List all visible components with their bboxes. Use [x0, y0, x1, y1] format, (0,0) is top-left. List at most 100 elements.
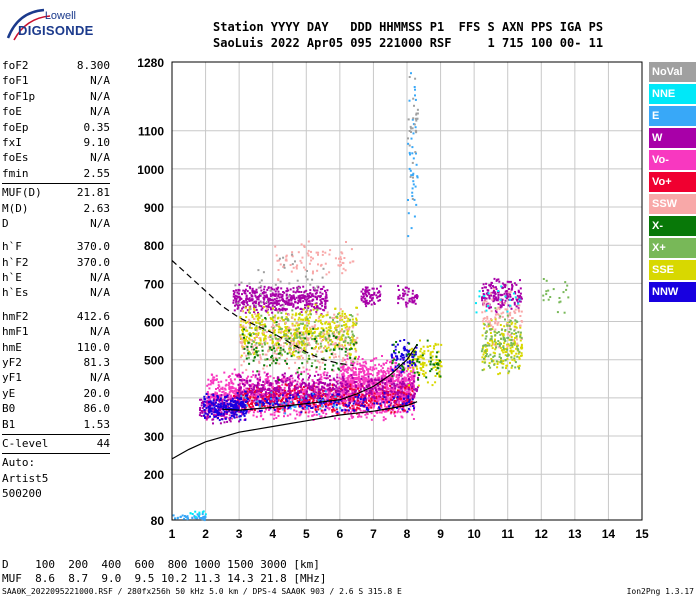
echo-point [343, 399, 346, 402]
echo-point [488, 362, 491, 365]
echo-point [311, 414, 314, 417]
echo-point [249, 320, 252, 323]
echo-point [333, 409, 336, 412]
echo-point [253, 396, 256, 399]
echo-point [387, 370, 390, 373]
echo-point [348, 417, 351, 420]
echo-point [333, 397, 336, 400]
echo-point [325, 327, 328, 330]
echo-point [274, 290, 277, 293]
echo-point [283, 392, 286, 395]
echo-point [364, 286, 367, 289]
echo-point [513, 343, 516, 346]
echo-point [289, 328, 292, 331]
echo-point [321, 361, 324, 364]
echo-point [241, 391, 244, 393]
echo-point [250, 299, 253, 302]
echo-point [254, 374, 257, 377]
echo-point [253, 292, 256, 295]
echo-point [372, 406, 375, 409]
echo-point [212, 381, 215, 384]
echo-point [241, 330, 244, 333]
echo-point [246, 402, 249, 405]
echo-point [390, 380, 392, 383]
echo-point [494, 338, 496, 341]
echo-point [375, 379, 378, 382]
echo-point [340, 382, 343, 385]
echo-point [354, 390, 357, 393]
echo-point [248, 405, 251, 408]
echo-point [284, 407, 286, 410]
echo-point [327, 346, 330, 349]
echo-point [329, 379, 331, 382]
echo-point [242, 302, 245, 305]
echo-point [412, 368, 415, 371]
echo-point [278, 308, 281, 311]
echo-point [306, 388, 309, 390]
echo-point [398, 370, 401, 373]
echo-point [382, 419, 385, 422]
echo-point [349, 261, 352, 264]
echo-point [302, 300, 305, 303]
echo-point [360, 371, 363, 373]
echo-point [380, 377, 383, 380]
echo-point [237, 398, 240, 401]
echo-point [265, 380, 267, 383]
echo-point [348, 314, 351, 316]
echo-point [360, 377, 363, 380]
echo-point [345, 370, 348, 373]
echo-point [277, 341, 279, 344]
echo-point [413, 394, 415, 397]
echo-point [320, 388, 323, 391]
echo-point [509, 280, 512, 283]
echo-point [320, 340, 323, 343]
echo-point [411, 289, 414, 292]
echo-point [293, 335, 296, 338]
echo-point [290, 374, 293, 377]
echo-point [413, 395, 415, 398]
echo-point [507, 288, 510, 290]
echo-point [501, 282, 504, 285]
echo-point [317, 317, 320, 320]
echo-point [303, 390, 306, 393]
echo-point [374, 388, 377, 391]
echo-point [373, 357, 376, 360]
echo-point [434, 342, 437, 345]
y-tick-label: 900 [144, 201, 164, 215]
echo-point [305, 332, 308, 335]
echo-point [493, 292, 496, 295]
echo-point [275, 307, 278, 310]
echo-point [219, 409, 221, 412]
echo-point [239, 393, 242, 396]
echo-point [284, 380, 287, 383]
echo-point [343, 375, 346, 378]
param-name: yF1 [2, 371, 22, 385]
echo-point [234, 387, 237, 390]
echo-point [362, 364, 365, 367]
echo-point [326, 396, 329, 399]
echo-point [326, 313, 329, 316]
echo-point [407, 388, 410, 391]
echo-point [312, 390, 315, 393]
echo-point [349, 398, 352, 401]
echo-point [272, 299, 275, 302]
echo-point [412, 418, 415, 420]
echo-point [373, 293, 375, 296]
echo-point [294, 324, 297, 327]
echo-point [344, 323, 347, 326]
echo-point [241, 344, 244, 347]
echo-point [305, 329, 308, 332]
echo-point [342, 377, 345, 380]
echo-point [251, 383, 254, 386]
echo-point [262, 292, 265, 295]
echo-point [326, 388, 329, 391]
echo-point [255, 288, 258, 291]
echo-point [342, 267, 345, 270]
echo-point [306, 293, 309, 296]
echo-point [357, 384, 359, 387]
param-value: 110.0 [76, 340, 110, 354]
echo-point [269, 295, 272, 298]
echo-point [290, 303, 292, 306]
echo-point [296, 368, 299, 371]
echo-point [392, 374, 395, 377]
